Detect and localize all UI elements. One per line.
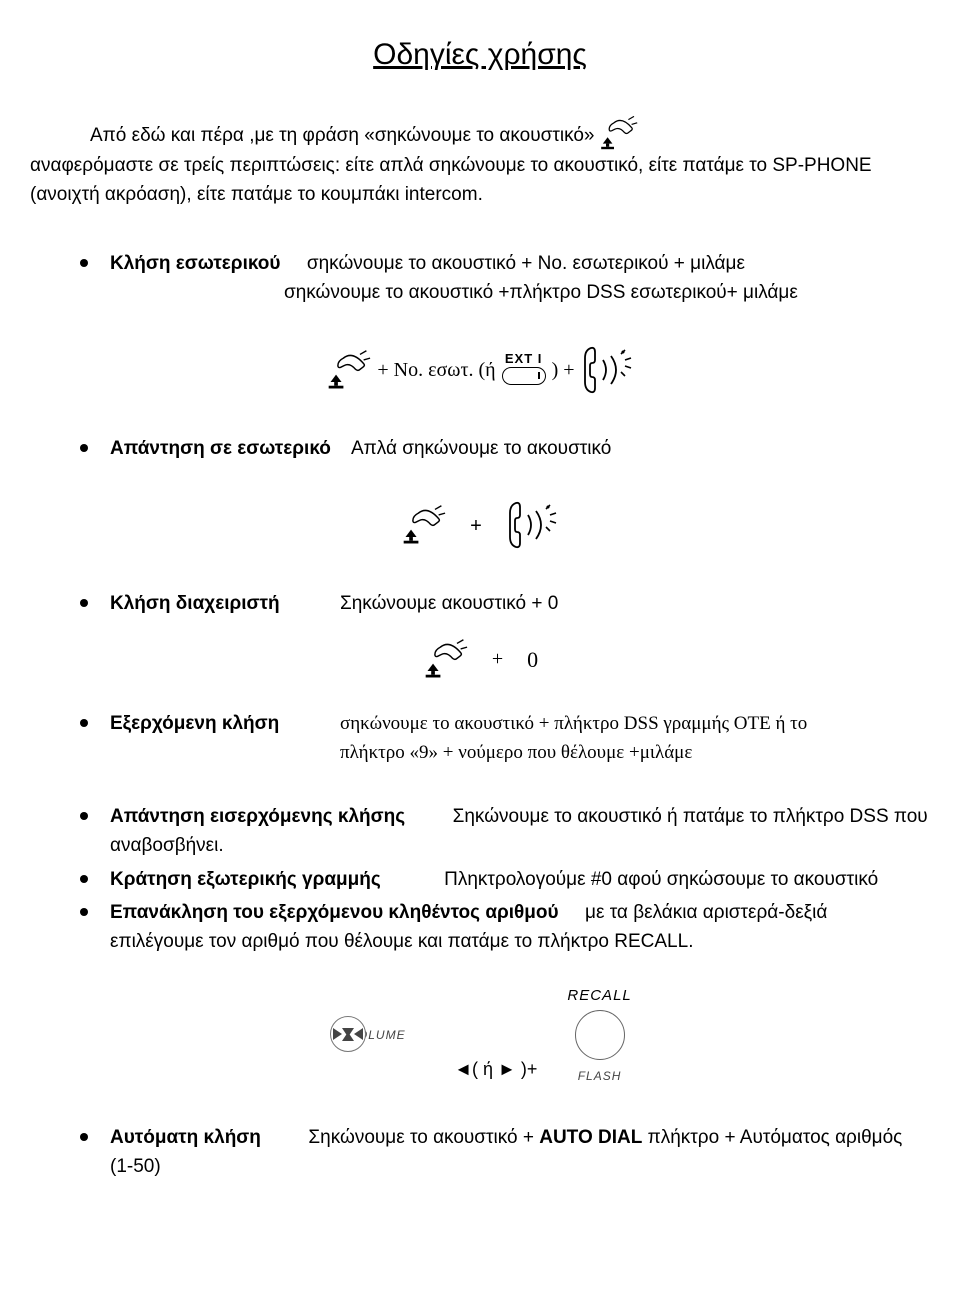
intro-paragraph: Από εδώ και πέρα ,με τη φράση «σηκώνουμε… <box>30 122 930 209</box>
ext-key-icon: EXT I <box>502 351 546 390</box>
document-page: Οδηγίες χρήσης Από εδώ και πέρα ,με τη φ… <box>0 0 960 1216</box>
answer-internal-desc: Απλά σηκώνουμε το ακουστικό <box>351 438 611 459</box>
icon-row-internal: + Νο. εσωτ. (ή EXT I ) + <box>30 344 930 398</box>
arrows-mid-text: ◄( ή ► )+ <box>454 990 537 1080</box>
recall-sub: FLASH <box>567 1069 631 1083</box>
bullet-icon <box>80 875 88 883</box>
intro-rest-text: αναφερόμαστε σε τρείς περιπτώσεις: είτε … <box>30 152 930 209</box>
item-operator-call: Κλήση διαχειριστή Σηκώνουμε ακουστικό + … <box>30 589 930 618</box>
page-title: Οδηγίες χρήσης <box>30 38 930 72</box>
talk-handset-icon <box>581 344 635 398</box>
bullet-icon <box>80 908 88 916</box>
bullet-icon <box>80 259 88 267</box>
recall-button-icon: RECALL FLASH <box>567 987 631 1083</box>
lift-handset-icon <box>325 350 371 392</box>
icon-row-operator: + 0 <box>30 639 930 681</box>
answer-incoming-desc2: αναβοσβήνει. <box>110 835 224 856</box>
plus-sign: + <box>470 515 482 538</box>
plus-sign: + <box>492 648 503 671</box>
operator-call-desc: Σηκώνουμε ακουστικό + 0 <box>340 589 930 618</box>
item-answer-incoming: Απάντηση εισερχόμενης κλήσης Σηκώνουμε τ… <box>30 802 930 861</box>
icon-row-recall: VOLUME ◄( ή ► )+ RECALL FLASH <box>30 987 930 1083</box>
internal-call-desc2: σηκώνουμε το ακουστικό +πλήκτρο DSS εσωτ… <box>284 278 930 307</box>
internal-call-desc1: σηκώνουμε το ακουστικό + No. εσωτερικού … <box>307 253 745 274</box>
row1-text1: + Νο. εσωτ. (ή <box>377 359 495 382</box>
recall-out-desc2: επιλέγουμε τον αριθμό που θέλουμε και πα… <box>110 931 693 952</box>
bullet-icon <box>80 1133 88 1141</box>
operator-call-label: Κλήση διαχειριστή <box>110 589 340 618</box>
recall-out-desc1: με τα βελάκια αριστερά-δεξιά <box>585 902 827 923</box>
bullet-icon <box>80 719 88 727</box>
answer-internal-label: Απάντηση σε εσωτερικό <box>110 438 331 459</box>
bullet-icon <box>80 599 88 607</box>
lift-handset-icon <box>598 116 638 152</box>
answer-incoming-label: Απάντηση εισερχόμενης κλήσης <box>110 806 405 827</box>
item-recall-outgoing: Επανάκληση του εξερχόμενου κληθέντος αρι… <box>30 898 930 957</box>
recall-label: RECALL <box>567 987 631 1004</box>
intro-line1-text: Από εδώ και πέρα ,με τη φράση «σηκώνουμε… <box>90 122 594 151</box>
hold-external-desc: Πληκτρολογούμε #0 αφού σηκώσουμε το ακου… <box>444 869 878 890</box>
row1-text2: ) + <box>552 359 575 382</box>
answer-incoming-desc1: Σηκώνουμε το ακουστικό ή πατάμε το πλήκτ… <box>453 806 928 827</box>
recall-out-label: Επανάκληση του εξερχόμενου κληθέντος αρι… <box>110 902 559 923</box>
item-internal-call: Κλήση εσωτερικού σηκώνουμε το ακουστικό … <box>30 249 930 308</box>
hold-external-label: Κράτηση εξωτερικής γραμμής <box>110 869 381 890</box>
item-outgoing-call: Εξερχόμενη κλήση σηκώνουμε το ακουστικό … <box>30 709 930 768</box>
lift-handset-icon <box>422 639 468 681</box>
nav-wheel-icon: VOLUME <box>328 1026 424 1044</box>
bullet-icon <box>80 444 88 452</box>
instruction-list: Κλήση εσωτερικού σηκώνουμε το ακουστικό … <box>30 249 930 308</box>
item-hold-external: Κράτηση εξωτερικής γραμμής Πληκτρολογούμ… <box>30 865 930 894</box>
outgoing-call-label: Εξερχόμενη κλήση <box>110 709 340 768</box>
ext-label: EXT I <box>502 351 546 366</box>
talk-handset-icon <box>506 499 560 553</box>
zero-digit: 0 <box>527 647 538 673</box>
outgoing-call-desc1: σηκώνουμε το ακουστικό + πλήκτρο DSS γρα… <box>340 713 807 734</box>
lift-handset-icon <box>400 505 446 547</box>
bullet-icon <box>80 812 88 820</box>
item-answer-internal: Απάντηση σε εσωτερικό Απλά σηκώνουμε το … <box>30 434 930 463</box>
outgoing-call-desc2: πλήκτρο «9» + νούμερο που θέλουμε +μιλάμ… <box>340 742 692 763</box>
auto-dial-label: Αυτόματη κλήση <box>110 1127 261 1148</box>
internal-call-label: Κλήση εσωτερικού <box>110 253 280 274</box>
item-auto-dial: Αυτόματη κλήση Σηκώνουμε το ακουστικό + … <box>30 1123 930 1182</box>
icon-row-answer: + <box>30 499 930 553</box>
